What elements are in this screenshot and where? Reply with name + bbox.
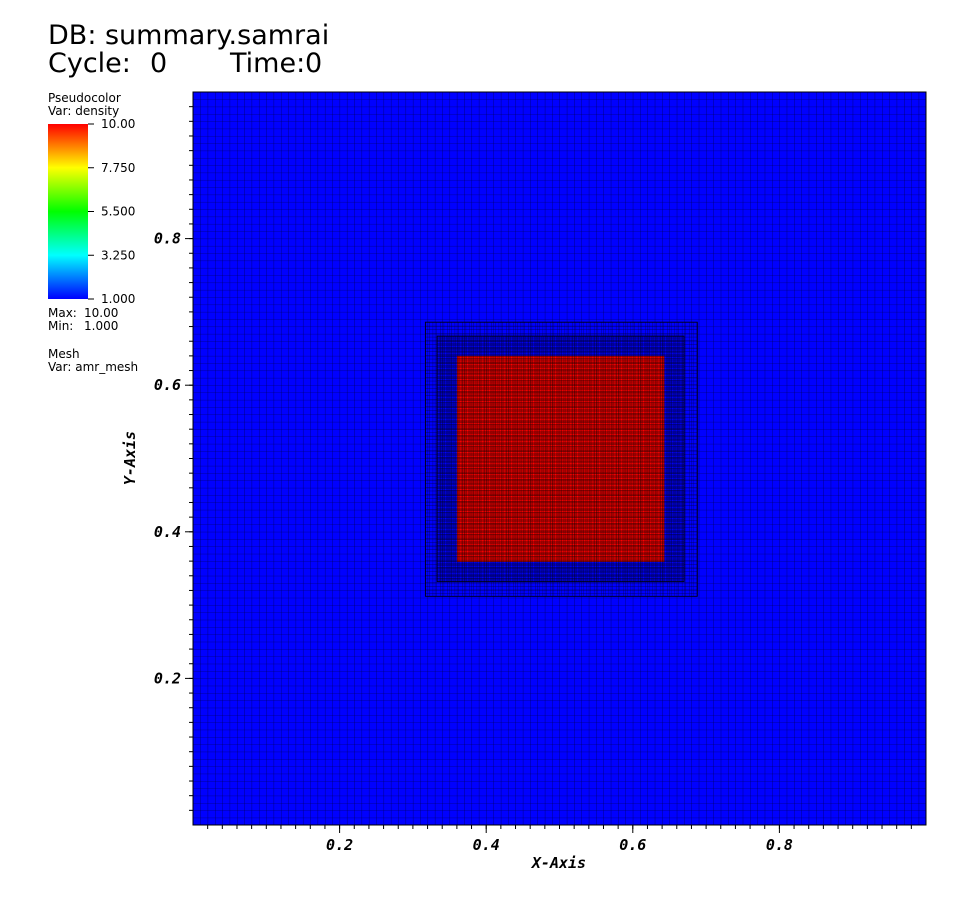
- x-tick-label: 0.8: [766, 836, 793, 854]
- cycle-label: Cycle:: [48, 48, 131, 79]
- x-tick-label: 0.2: [326, 836, 353, 854]
- y-tick-label: 0.6: [154, 376, 181, 394]
- colorbar: [48, 124, 88, 299]
- y-axis-label: Y-Axis: [121, 431, 139, 485]
- db-label: DB: summary.samrai: [48, 20, 329, 51]
- mesh-name: Mesh: [48, 347, 80, 361]
- colorbar-tick-label: 1.000: [101, 292, 135, 306]
- y-tick-label: 0.8: [154, 230, 181, 248]
- min-label: Min:: [48, 319, 73, 333]
- colorbar-tick-label: 7.750: [101, 161, 135, 175]
- y-tick-label: 0.4: [154, 523, 181, 541]
- y-tick-label: 0.2: [154, 669, 181, 687]
- x-tick-label: 0.4: [473, 836, 500, 854]
- x-tick-label: 0.6: [619, 836, 646, 854]
- max-value: 10.00: [84, 306, 118, 320]
- colorbar-tick-label: 10.00: [101, 117, 135, 131]
- cycle-value: 0: [150, 48, 167, 79]
- x-axis-label: X-Axis: [530, 854, 586, 872]
- time-value: 0: [305, 48, 322, 79]
- plot-var: Var: density: [48, 104, 119, 118]
- plot-name: Pseudocolor: [48, 91, 121, 105]
- colorbar-tick-label: 5.500: [101, 205, 135, 219]
- time-label: Time:: [229, 48, 305, 79]
- max-label: Max:: [48, 306, 77, 320]
- min-value: 1.000: [84, 319, 118, 333]
- mesh-level: [436, 335, 685, 583]
- colorbar-tick-label: 3.250: [101, 248, 135, 262]
- mesh-var: Var: amr_mesh: [48, 360, 138, 374]
